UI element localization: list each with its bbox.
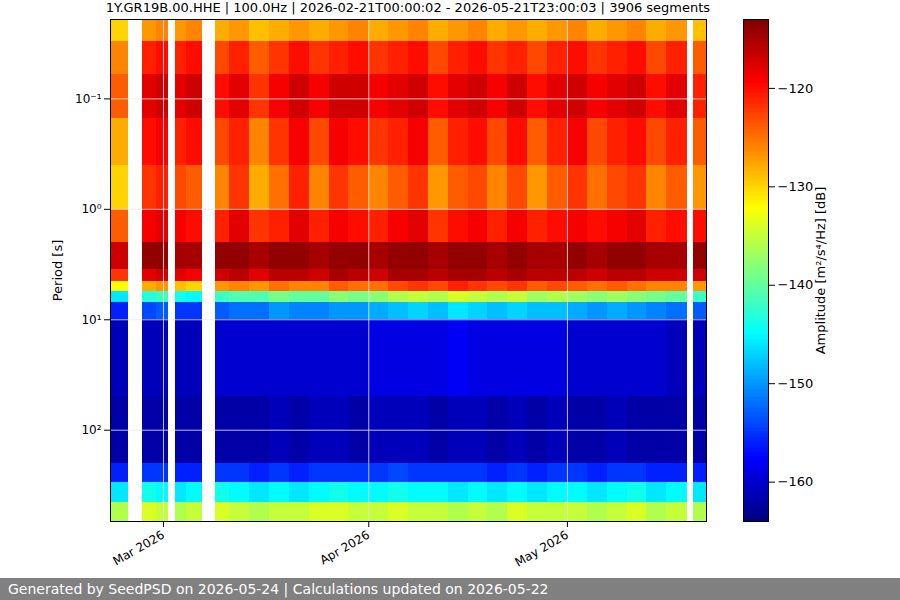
svg-text:May 2026: May 2026: [513, 528, 571, 570]
svg-text:−120: −120: [778, 81, 814, 96]
svg-text:Mar 2026: Mar 2026: [111, 528, 167, 569]
html-text:1Y.GR19B.00.HHE | 100.0Hz | 20: 1Y.GR19B.00.HHE | 100.0Hz | 2026-02-21T0…: [105, 0, 711, 15]
svg-text:Period [s]: Period [s]: [50, 240, 65, 302]
svg-text:Apr 2026: Apr 2026: [317, 528, 372, 568]
svg-text:−140: −140: [778, 277, 814, 292]
svg-text:10⁰: 10⁰: [81, 202, 101, 216]
svg-text:−130: −130: [778, 179, 814, 194]
svg-text:−150: −150: [778, 376, 814, 391]
svg-text:−160: −160: [778, 474, 814, 489]
svg-text:Amplitude [m²/s⁴/Hz] [dB]: Amplitude [m²/s⁴/Hz] [dB]: [813, 187, 828, 355]
html-text:Generated by SeedPSD on 2026-0: Generated by SeedPSD on 2026-05-24 | Cal…: [8, 581, 549, 597]
svg-text:10²: 10²: [81, 423, 101, 437]
svg-text:10⁻¹: 10⁻¹: [75, 92, 102, 106]
svg-text:10¹: 10¹: [81, 313, 101, 327]
